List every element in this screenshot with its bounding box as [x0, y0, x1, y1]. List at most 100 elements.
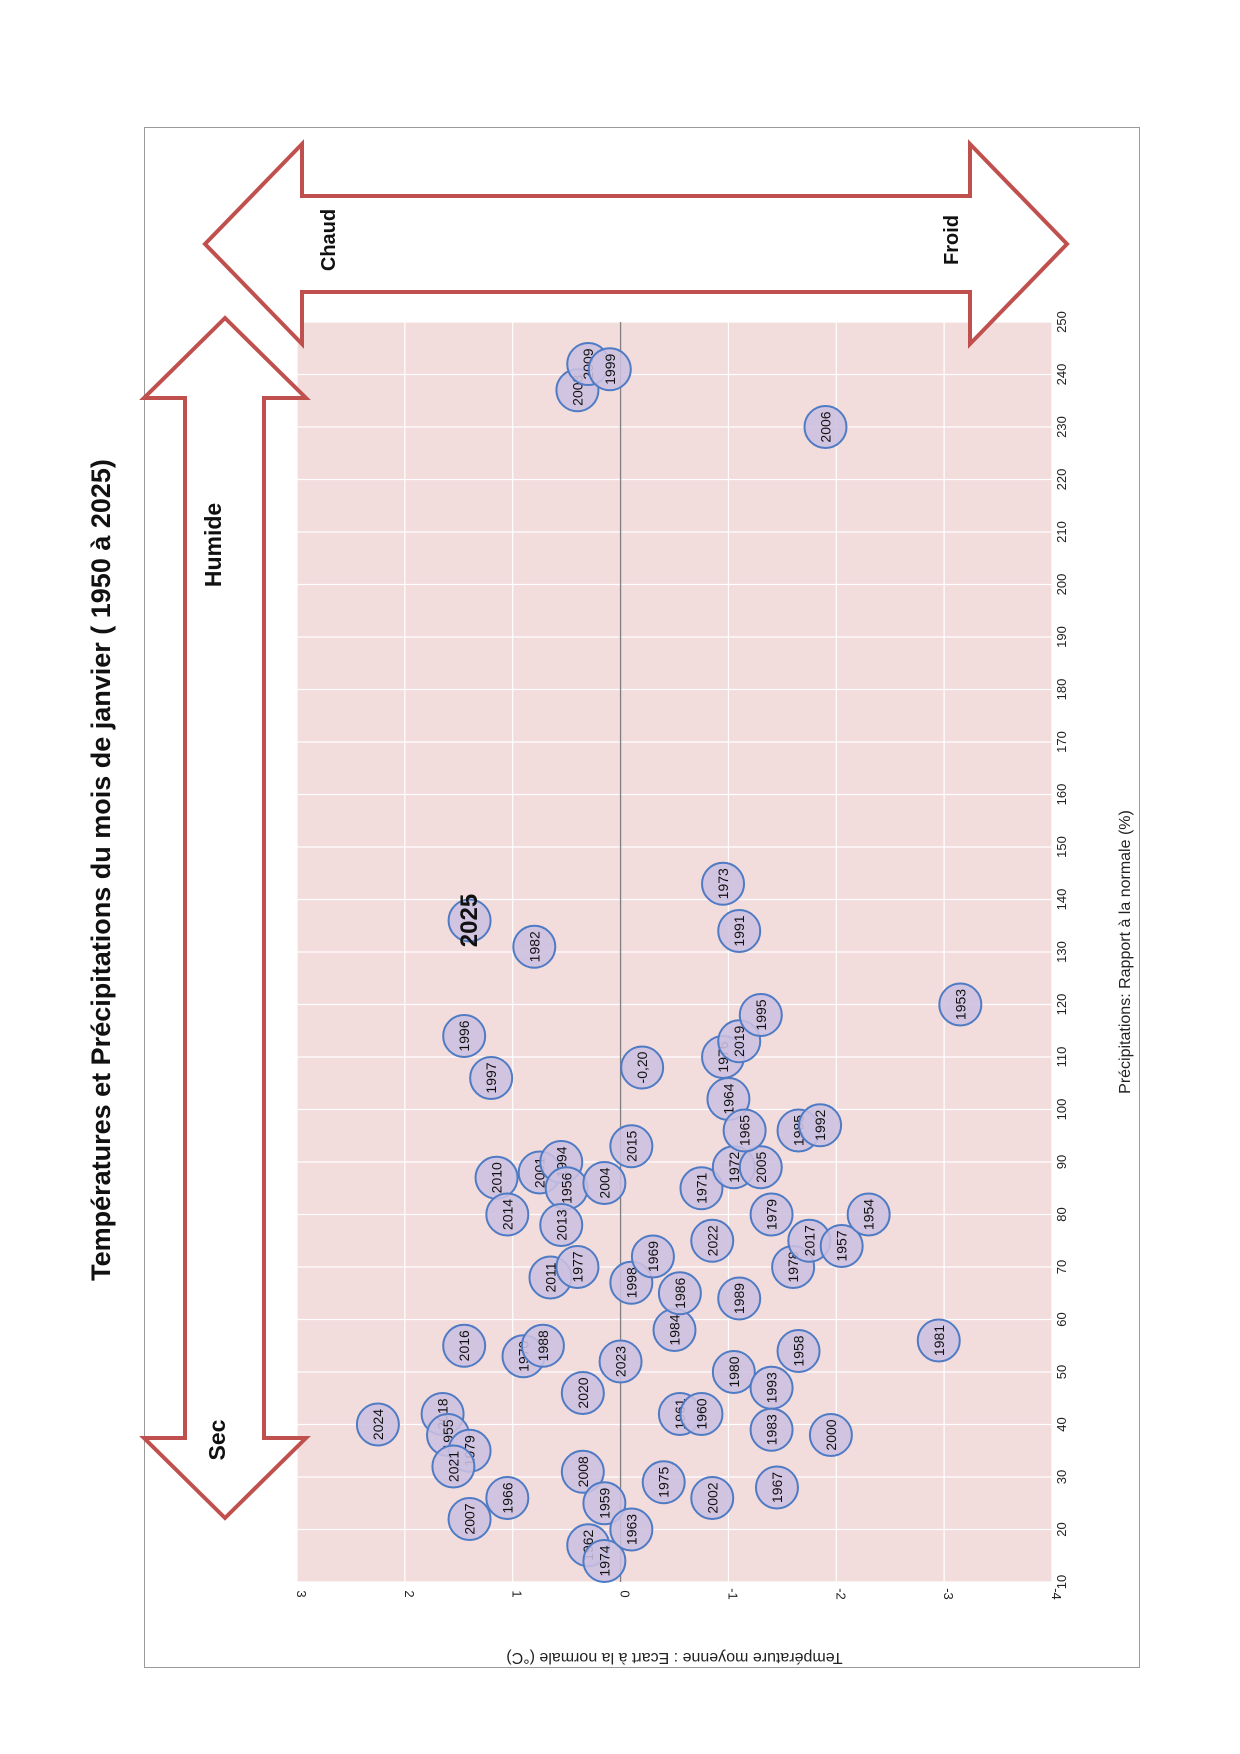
data-point	[512, 924, 557, 969]
chart-frame	[144, 127, 1140, 1668]
y-tick-label: -3	[941, 1588, 956, 1600]
data-point-label: 2008	[575, 1456, 591, 1487]
data-point	[587, 347, 632, 392]
data-point-label: 1991	[731, 915, 747, 946]
data-point	[717, 909, 762, 953]
data-point	[539, 1203, 584, 1247]
data-point-label: 1964	[720, 1083, 736, 1114]
data-point-label: 1959	[596, 1487, 612, 1518]
data-point	[560, 1449, 605, 1494]
data-point-label: 1993	[764, 1372, 780, 1403]
data-point	[630, 1234, 675, 1279]
x-tick-label: 120	[1054, 994, 1069, 1016]
data-point	[717, 1276, 762, 1321]
highlight-point	[447, 898, 492, 943]
x-tick-label: 70	[1054, 1260, 1069, 1274]
data-point-label: 2000	[823, 1419, 839, 1450]
data-point	[803, 405, 848, 449]
data-point	[690, 1476, 735, 1520]
data-point	[442, 1014, 487, 1058]
data-point-label: 1983	[764, 1414, 780, 1445]
x-tick-label: 150	[1054, 836, 1069, 858]
data-point	[431, 1444, 476, 1489]
data-point	[749, 1192, 794, 1237]
data-point-label: 1992	[812, 1109, 828, 1140]
data-point	[798, 1103, 843, 1148]
data-point-label: 1984	[667, 1314, 683, 1345]
x-tick-label: 60	[1054, 1312, 1069, 1326]
data-point-label: 2004	[596, 1167, 612, 1198]
data-point	[808, 1413, 853, 1457]
data-point-label: 2024	[370, 1409, 386, 1440]
data-point-label: 1966	[499, 1482, 515, 1513]
data-point	[754, 1465, 799, 1510]
data-point	[679, 1166, 724, 1211]
data-point-label: 2015	[623, 1130, 639, 1161]
data-point	[641, 1460, 686, 1505]
data-point	[598, 1339, 643, 1384]
x-tick-label: 180	[1054, 679, 1069, 701]
data-point-label: 1995	[753, 999, 769, 1030]
data-point-label: 1997	[483, 1062, 499, 1093]
data-point	[749, 1407, 794, 1452]
data-point-label: 2016	[456, 1330, 472, 1361]
data-point-label: 2014	[499, 1199, 515, 1230]
data-point-label: 1996	[456, 1020, 472, 1051]
data-point-label: 1986	[672, 1277, 688, 1308]
data-point	[846, 1192, 891, 1237]
data-point	[355, 1402, 400, 1447]
data-point-label: 1999	[602, 353, 618, 384]
data-point-label: 2002	[704, 1482, 720, 1513]
data-point-label: 2007	[462, 1503, 478, 1534]
data-point-label: 1971	[693, 1172, 709, 1203]
chart-title: Températures et Précipitations du mois d…	[86, 459, 116, 1281]
data-point-label: 1967	[769, 1472, 785, 1503]
data-point	[609, 1507, 654, 1552]
x-tick-label: 230	[1054, 416, 1069, 438]
data-point-label: 1977	[569, 1251, 585, 1282]
data-point-label: -0,20	[634, 1051, 650, 1083]
data-point	[722, 1108, 767, 1153]
data-point-label: 1965	[737, 1115, 753, 1146]
data-point	[679, 1392, 724, 1436]
data-point-label: 2013	[553, 1209, 569, 1240]
precipitation-double-arrow	[139, 315, 311, 1521]
data-point	[738, 993, 783, 1037]
data-point	[582, 1539, 627, 1583]
data-point-label: 1963	[623, 1514, 639, 1545]
data-point	[447, 1497, 492, 1541]
data-point-label: 2023	[613, 1346, 629, 1377]
data-point-label: 1998	[623, 1267, 639, 1298]
data-point-label: 1969	[645, 1241, 661, 1272]
data-point	[738, 1145, 783, 1190]
x-tick-label: 130	[1054, 941, 1069, 963]
data-point	[485, 1476, 530, 1520]
x-tick-label: 240	[1054, 364, 1069, 386]
data-point	[711, 1350, 756, 1394]
data-point	[560, 1371, 605, 1415]
x-tick-label: 50	[1054, 1365, 1069, 1379]
data-point-label: 2019	[731, 1025, 747, 1056]
data-point	[442, 1323, 487, 1368]
data-point	[916, 1318, 961, 1363]
data-point	[609, 1124, 654, 1169]
data-point-label: 2017	[801, 1225, 817, 1256]
data-point-label: 1973	[715, 868, 731, 899]
arrow-label-humide: Humide	[200, 503, 226, 587]
arrow-label-froid: Froid	[941, 215, 963, 265]
arrow-label-sec: Sec	[204, 1419, 230, 1460]
data-point-label: 1957	[834, 1230, 850, 1261]
data-point-label: 1981	[931, 1325, 947, 1356]
y-axis-title: Température moyenne : Ecart à la normale…	[506, 1649, 842, 1666]
x-tick-label: 210	[1054, 521, 1069, 543]
data-point	[701, 861, 746, 906]
data-point-label: 1989	[731, 1283, 747, 1314]
data-point-label: 1979	[764, 1199, 780, 1230]
data-point	[819, 1224, 864, 1268]
data-point-label: 2010	[489, 1162, 505, 1193]
data-point-label: 2005	[753, 1151, 769, 1182]
data-point-label: 2006	[818, 411, 834, 442]
data-point-label: 1953	[952, 989, 968, 1020]
data-point-label: 2021	[445, 1451, 461, 1482]
